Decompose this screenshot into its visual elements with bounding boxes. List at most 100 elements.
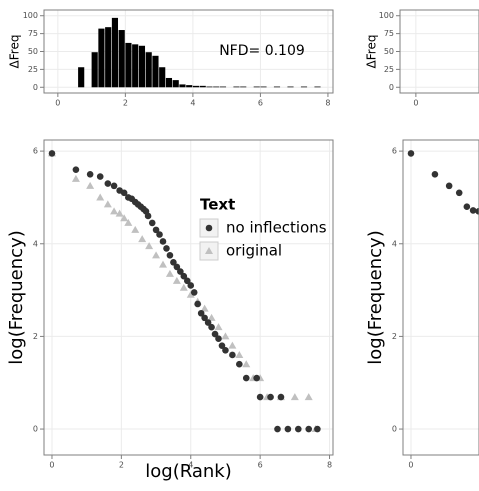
- point: [148, 219, 156, 227]
- x-tick-label: 4: [188, 461, 193, 470]
- point: [197, 309, 205, 317]
- point: [215, 335, 222, 343]
- y-tick-label: 0: [389, 83, 394, 92]
- y-tick-label: 0: [392, 425, 397, 434]
- panel-background: [403, 140, 479, 455]
- bar: [172, 80, 179, 88]
- point: [96, 173, 104, 180]
- x-tick-label: 2: [119, 461, 124, 470]
- point: [229, 351, 236, 359]
- point: [407, 150, 415, 157]
- bar: [132, 44, 139, 88]
- point: [180, 272, 188, 280]
- bar: [105, 27, 112, 88]
- x-tick-label: 0: [413, 99, 418, 108]
- x-tick-label: 8: [325, 99, 330, 108]
- point: [469, 207, 477, 214]
- point: [445, 182, 453, 190]
- point: [163, 245, 170, 252]
- point: [267, 393, 274, 401]
- point: [242, 360, 251, 368]
- point: [290, 393, 299, 401]
- annotation: NFD= 0.109: [219, 43, 305, 59]
- point: [170, 258, 177, 266]
- x-axis-title: log(Rank): [145, 461, 231, 482]
- point: [120, 189, 128, 197]
- legend: Text no inflections original: [199, 196, 327, 261]
- y-tick-label: 100: [23, 11, 38, 20]
- y-tick-label: 50: [28, 47, 38, 56]
- y-tick-label: 2: [33, 332, 38, 341]
- point: [144, 212, 152, 220]
- legend-label: no inflections: [226, 219, 327, 237]
- point: [177, 268, 184, 275]
- point: [86, 181, 95, 189]
- point: [274, 425, 281, 433]
- bar: [125, 42, 132, 88]
- panel: 0 25 50 75 100 0 ΔFreq: [365, 9, 479, 108]
- y-tick-label: 0: [33, 83, 38, 92]
- panel-border: [43, 139, 334, 456]
- point: [183, 277, 191, 285]
- point: [256, 393, 264, 401]
- point: [166, 252, 174, 259]
- point: [115, 209, 124, 217]
- point: [120, 214, 129, 222]
- point: [124, 218, 133, 226]
- bar: [213, 86, 220, 88]
- bar: [260, 86, 267, 88]
- bar: [118, 30, 125, 88]
- panel-border: [43, 9, 334, 94]
- point: [208, 323, 215, 331]
- point: [455, 189, 463, 197]
- panel: 0 2 4 6 0 2 4 6 8 log(Frequency) log(Rank) Text no i…: [6, 139, 334, 482]
- x-tick-label: 0: [408, 461, 413, 470]
- bar: [98, 28, 105, 88]
- point: [214, 323, 223, 331]
- bar: [138, 45, 146, 88]
- point: [86, 170, 94, 178]
- point: [221, 332, 230, 340]
- bar: [233, 86, 240, 88]
- bar: [145, 52, 152, 88]
- bar: [206, 86, 213, 88]
- point: [236, 360, 243, 368]
- point: [284, 425, 292, 433]
- bar: [192, 85, 200, 88]
- point: [103, 200, 112, 208]
- point: [131, 225, 140, 233]
- point: [204, 319, 212, 326]
- point: [242, 374, 250, 382]
- y-tick-label: 25: [384, 65, 394, 74]
- point: [211, 330, 219, 338]
- point: [152, 226, 160, 234]
- bar: [186, 85, 193, 88]
- point: [72, 166, 80, 173]
- y-axis-title: ΔFreq: [365, 35, 379, 69]
- point: [207, 313, 216, 321]
- y-tick-label: 4: [33, 239, 38, 248]
- legend-label: original: [226, 242, 282, 260]
- point: [159, 238, 167, 245]
- y-tick-label: 75: [28, 29, 38, 38]
- bar: [159, 67, 166, 88]
- x-tick-label: 2: [123, 99, 128, 108]
- point: [304, 393, 313, 401]
- y-tick-label: 75: [384, 29, 394, 38]
- panel: 0 25 50 75 100 0 2 4 6 8 NFD= 0.109 ΔFreq: [8, 9, 334, 108]
- point: [222, 347, 229, 354]
- x-tick-label: 0: [49, 461, 54, 470]
- point: [110, 207, 119, 215]
- point: [159, 260, 167, 268]
- bar: [111, 17, 119, 88]
- bar: [253, 86, 260, 88]
- x-tick-label: 0: [55, 99, 60, 108]
- point: [190, 289, 198, 296]
- bar: [314, 86, 321, 88]
- x-tick-label: 6: [258, 99, 263, 108]
- legend-marker: [205, 247, 213, 254]
- y-tick-label: 25: [28, 65, 38, 74]
- y-axis-title: log(Frequency): [6, 230, 27, 364]
